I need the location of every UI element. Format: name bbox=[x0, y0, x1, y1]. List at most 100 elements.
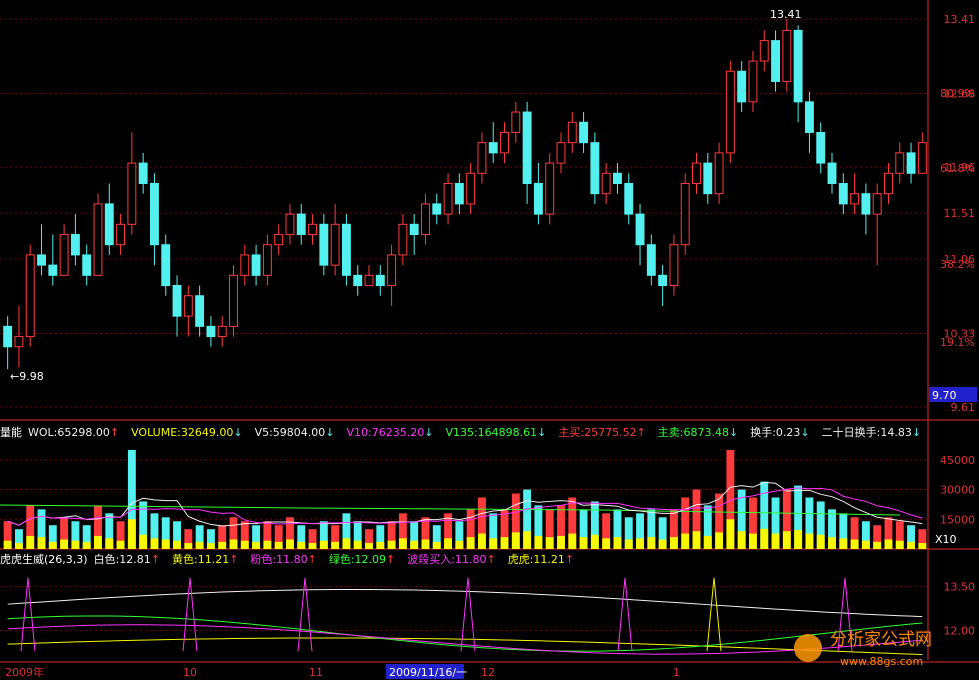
candle-body bbox=[545, 162, 555, 215]
volume-unit-label: X10 bbox=[935, 533, 957, 546]
candle-body bbox=[183, 295, 193, 317]
legend-item: 主买:25775.52↑ bbox=[558, 426, 651, 439]
volume-bar bbox=[669, 509, 678, 549]
volume-sub-bar bbox=[726, 519, 735, 549]
volume-sub-bar bbox=[3, 540, 12, 549]
price-tick-label: 11.06 bbox=[944, 253, 976, 266]
legend-value: WOL:65298.00 bbox=[28, 426, 110, 439]
volume-sub-bar bbox=[918, 543, 927, 549]
volume-sub-bar bbox=[850, 539, 859, 549]
candle-body bbox=[104, 203, 114, 246]
volume-bar bbox=[794, 485, 803, 549]
candle-body bbox=[590, 142, 600, 195]
candle-body bbox=[229, 274, 238, 327]
price-tick-label: 11.51 bbox=[944, 207, 976, 220]
candle-body bbox=[511, 111, 521, 133]
volume-sub-bar bbox=[884, 539, 893, 549]
volume-sub-bar bbox=[579, 537, 588, 549]
volume-bar bbox=[252, 525, 261, 549]
legend-value: 换手:0.23 bbox=[750, 426, 801, 439]
legend-value: 白色:12.81 bbox=[93, 553, 151, 566]
price-tick-label: 9.61 bbox=[951, 401, 976, 414]
candle-body bbox=[432, 203, 442, 215]
volume-sub-bar bbox=[647, 537, 656, 549]
volume-bar bbox=[184, 529, 193, 549]
volume-bar bbox=[850, 517, 859, 549]
volume-sub-bar bbox=[263, 540, 272, 549]
volume-sub-bar bbox=[218, 541, 227, 549]
candle-body bbox=[827, 162, 837, 184]
volume-bar bbox=[895, 521, 904, 549]
legend-arrow: ↑ bbox=[307, 553, 317, 566]
volume-sub-bar bbox=[602, 538, 611, 549]
volume-sub-bar bbox=[466, 537, 475, 549]
candle-body bbox=[25, 254, 35, 338]
candle-body bbox=[3, 325, 13, 348]
volume-bar bbox=[421, 517, 430, 549]
candle-body bbox=[251, 254, 261, 276]
volume-sub-bar bbox=[421, 539, 430, 549]
indicator-line-pink bbox=[7, 624, 923, 655]
legend-arrow: ↑ bbox=[636, 426, 646, 439]
volume-sub-bar bbox=[794, 529, 803, 549]
candle-body bbox=[737, 70, 747, 103]
volume-bar bbox=[218, 525, 227, 549]
candle-body bbox=[748, 60, 758, 103]
candle-body bbox=[680, 182, 690, 246]
volume-sub-bar bbox=[139, 534, 148, 549]
volume-bar bbox=[229, 517, 238, 549]
volume-sub-bar bbox=[500, 537, 509, 549]
volume-bar bbox=[500, 509, 509, 549]
volume-bar bbox=[410, 521, 419, 549]
candle-body bbox=[917, 142, 927, 174]
candle-body bbox=[161, 244, 171, 287]
volume-sub-bar bbox=[545, 537, 554, 549]
volume-bar bbox=[48, 525, 57, 549]
buy-signal-spike bbox=[617, 577, 633, 652]
volume-bar bbox=[636, 513, 644, 549]
candle-body bbox=[116, 223, 126, 246]
indicator-line-yellow bbox=[7, 637, 923, 656]
volume-sub-bar bbox=[297, 541, 306, 549]
volume-bar bbox=[82, 525, 91, 549]
candle-body bbox=[692, 162, 701, 184]
legend-item: 二十日换手:14.83↓ bbox=[822, 426, 927, 439]
legend-value: 绿色:12.09 bbox=[328, 553, 387, 566]
volume-bar bbox=[308, 529, 317, 549]
volume-ma-line bbox=[7, 481, 923, 527]
volume-sub-bar bbox=[590, 534, 599, 549]
volume-bar bbox=[839, 513, 848, 549]
volume-sub-bar bbox=[127, 519, 136, 549]
volume-bar bbox=[297, 525, 306, 549]
volume-bar bbox=[37, 509, 46, 549]
volume-sub-bar bbox=[455, 540, 464, 549]
volume-bar bbox=[127, 449, 136, 549]
buy-signal-spike bbox=[20, 577, 36, 652]
volume-bar bbox=[286, 517, 294, 549]
volume-sub-bar bbox=[534, 535, 543, 549]
price-tick-label: 10.33 bbox=[944, 328, 976, 341]
candle-body bbox=[93, 203, 103, 276]
legend-arrow: ↓ bbox=[325, 426, 335, 439]
volume-bar bbox=[398, 513, 407, 549]
volume-bar bbox=[455, 521, 464, 549]
buy-signal-spike bbox=[182, 577, 198, 652]
candle-body bbox=[646, 244, 656, 276]
candle-body bbox=[421, 203, 430, 236]
volume-sub-bar bbox=[116, 540, 125, 549]
volume-sub-bar bbox=[511, 532, 520, 549]
volume-bar bbox=[782, 489, 791, 549]
volume-sub-bar bbox=[861, 540, 870, 549]
legend-value: 主卖:6873.48 bbox=[657, 426, 729, 439]
volume-sub-bar bbox=[703, 535, 712, 549]
volume-bar bbox=[26, 505, 35, 549]
candle-body bbox=[296, 213, 306, 236]
legend-item: 黄色:11.21↑ bbox=[172, 553, 244, 566]
volume-sub-bar bbox=[410, 540, 419, 549]
volume-sub-bar bbox=[342, 538, 351, 549]
volume-sub-bar bbox=[771, 533, 780, 549]
candle-body bbox=[353, 274, 363, 287]
volume-sub-bar bbox=[669, 537, 678, 549]
current-price-label: 9.70 bbox=[932, 389, 957, 402]
